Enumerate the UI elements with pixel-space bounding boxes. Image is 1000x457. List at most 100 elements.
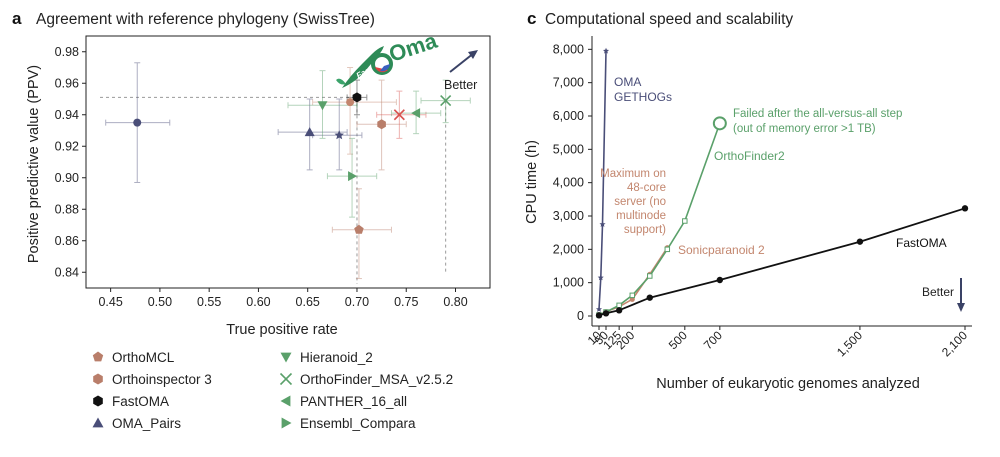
legend-label: Ensembl_Compara (300, 416, 416, 431)
panel-c-xtick-label: 1,500 (834, 328, 865, 359)
legend-item-hieranoid-2: Hieranoid_2 (280, 350, 373, 365)
panel-a-frame (85, 35, 491, 289)
panel-c-better-arrowhead (957, 303, 965, 312)
panel-a-better: Better (444, 50, 478, 92)
panel-a-ytick-label: 0.84 (55, 265, 79, 279)
panel-c-ytick-label: 5,000 (553, 142, 584, 156)
panel-c-ytick-label: 0 (577, 309, 584, 323)
point-other-navy-dot (133, 118, 142, 127)
point-orthofinder-msa-v2-5-2 (440, 95, 452, 107)
fastoma-logo: Fast Oma (336, 28, 441, 88)
point-orthofinder2 (682, 218, 688, 224)
point-fastoma (646, 294, 653, 301)
legend-label: OrthoMCL (112, 350, 175, 365)
panel-c-xtick-label: 2,100 (939, 328, 970, 359)
point-orthoinspector-3 (377, 119, 386, 130)
point-sonicparanoid-2 (346, 98, 355, 107)
panel-a-ytick-label: 0.90 (55, 171, 79, 185)
panel-a-better-arrow (449, 52, 475, 73)
point-oma-pairs (304, 127, 315, 137)
point-fastoma (595, 312, 603, 319)
annotation-maximum-3: server (no (614, 196, 666, 208)
point-orthofinder2 (664, 246, 671, 253)
point-fastoma (352, 92, 362, 103)
series-sonicparanoid-2 (596, 245, 670, 318)
panel-c-ytick-label: 1,000 (553, 276, 584, 290)
annotation-maximum-1: Maximum on (600, 168, 666, 180)
fastoma-logo-prefix: Fast (355, 64, 374, 80)
point-ensembl-compara (348, 171, 358, 182)
panel-a-xtick-label: 0.65 (296, 295, 320, 309)
panel-c-ylabel: CPU time (h) (524, 140, 540, 224)
annotation-oma-gethogs-1: OMA (614, 75, 641, 89)
point-fastoma (602, 310, 610, 317)
panel-c-label: c (527, 9, 536, 28)
point-fastoma (961, 205, 969, 212)
line-oma-gethogs (598, 50, 607, 310)
panel-a-label: a (12, 9, 22, 28)
legend-item-ensembl-compara: Ensembl_Compara (281, 416, 416, 431)
panel-a-ylabel: Positive predictive value (PPV) (26, 65, 42, 263)
legend-label: PANTHER_16_all (300, 394, 407, 409)
annotation-failed-1: Failed after the all-versus-all step (733, 108, 902, 120)
legend-label: Hieranoid_2 (300, 350, 373, 365)
panel-a-error-bars (105, 62, 471, 280)
annotation-oma-gethogs-2: GETHOGs (614, 90, 672, 104)
legend-label: OMA_Pairs (112, 416, 181, 431)
point-oma-gethogs (603, 47, 610, 54)
panel-a-xtick-label: 0.70 (345, 295, 369, 309)
legend-marker-ensembl-compara (281, 417, 292, 429)
point-oma-gethogs (599, 221, 606, 227)
annotation-orthofinder2: OrthoFinder2 (714, 149, 785, 163)
legend-item-oma-pairs: OMA_Pairs (92, 416, 181, 431)
panel-a-xlabel: True positive rate (226, 322, 337, 338)
panel-a-better-label: Better (444, 78, 477, 92)
point-orthofinder2 (616, 302, 622, 309)
legend-item-panther-16-all: PANTHER_16_all (280, 394, 407, 409)
fastoma-logo-main: Oma (386, 28, 441, 67)
point-orthofinder2 (629, 292, 636, 299)
panel-a-ytick-label: 0.98 (55, 45, 79, 59)
point-oma-gethogs (597, 274, 604, 281)
panel-a-reference-lines (100, 96, 447, 284)
legend-item-orthomcl: OrthoMCL (92, 350, 175, 365)
annotation-fastoma: FastOMA (896, 236, 947, 250)
legend-label: OrthoFinder_MSA_v2.5.2 (300, 372, 453, 387)
panel-c-ytick-label: 2,000 (553, 242, 584, 256)
panel-a-xtick-label: 0.60 (246, 295, 270, 309)
legend-marker-fastoma (93, 395, 103, 407)
panel-a-points (133, 92, 452, 234)
panel-a-ytick-label: 0.92 (55, 139, 79, 153)
legend-label: FastOMA (112, 394, 169, 409)
legend-marker-orthomcl (92, 351, 104, 362)
point-fastoma (716, 276, 724, 284)
point-orthofinder-msa-v2-5-2-red (393, 109, 405, 121)
panel-a-xtick-label: 0.45 (98, 295, 122, 309)
annotation-maximum-5: support) (624, 224, 666, 236)
panel-c-xlabel: Number of eukaryotic genomes analyzed (656, 376, 920, 392)
legend-marker-orthoinspector-3 (93, 373, 103, 385)
point-orthomcl (354, 224, 364, 234)
point-oma-gethogs (596, 306, 602, 312)
panel-a-ytick-label: 0.86 (55, 234, 79, 248)
legend-marker-panther-16-all (280, 395, 291, 407)
legend-marker-hieranoid-2 (280, 352, 292, 363)
annotation-sonicparanoid: Sonicparanoid 2 (678, 243, 765, 257)
annotation-maximum-4: multinode (616, 210, 666, 222)
legend-item-orthofinder-msa-v2-5-2: OrthoFinder_MSA_v2.5.2 (279, 372, 453, 387)
legend-marker-orthofinder-msa-v2-5-2 (279, 372, 293, 386)
annotation-maximum-2: 48-core (627, 182, 666, 194)
point-hieranoid-2 (317, 101, 328, 111)
legend-item-orthoinspector-3: Orthoinspector 3 (93, 372, 212, 387)
panel-a-xtick-label: 0.80 (443, 295, 467, 309)
failed-point-orthofinder2 (712, 116, 727, 131)
point-panther-16-all (411, 108, 421, 119)
panel-c-better: Better (922, 278, 965, 312)
legend-label: Orthoinspector 3 (112, 372, 212, 387)
fastoma-logo-o (371, 53, 393, 75)
panel-a-ytick-label: 0.94 (55, 108, 79, 122)
panel-c-ytick-label: 8,000 (553, 42, 584, 56)
panel-a-xtick-label: 0.50 (148, 295, 172, 309)
panel-a-ytick-label: 0.96 (55, 76, 79, 90)
